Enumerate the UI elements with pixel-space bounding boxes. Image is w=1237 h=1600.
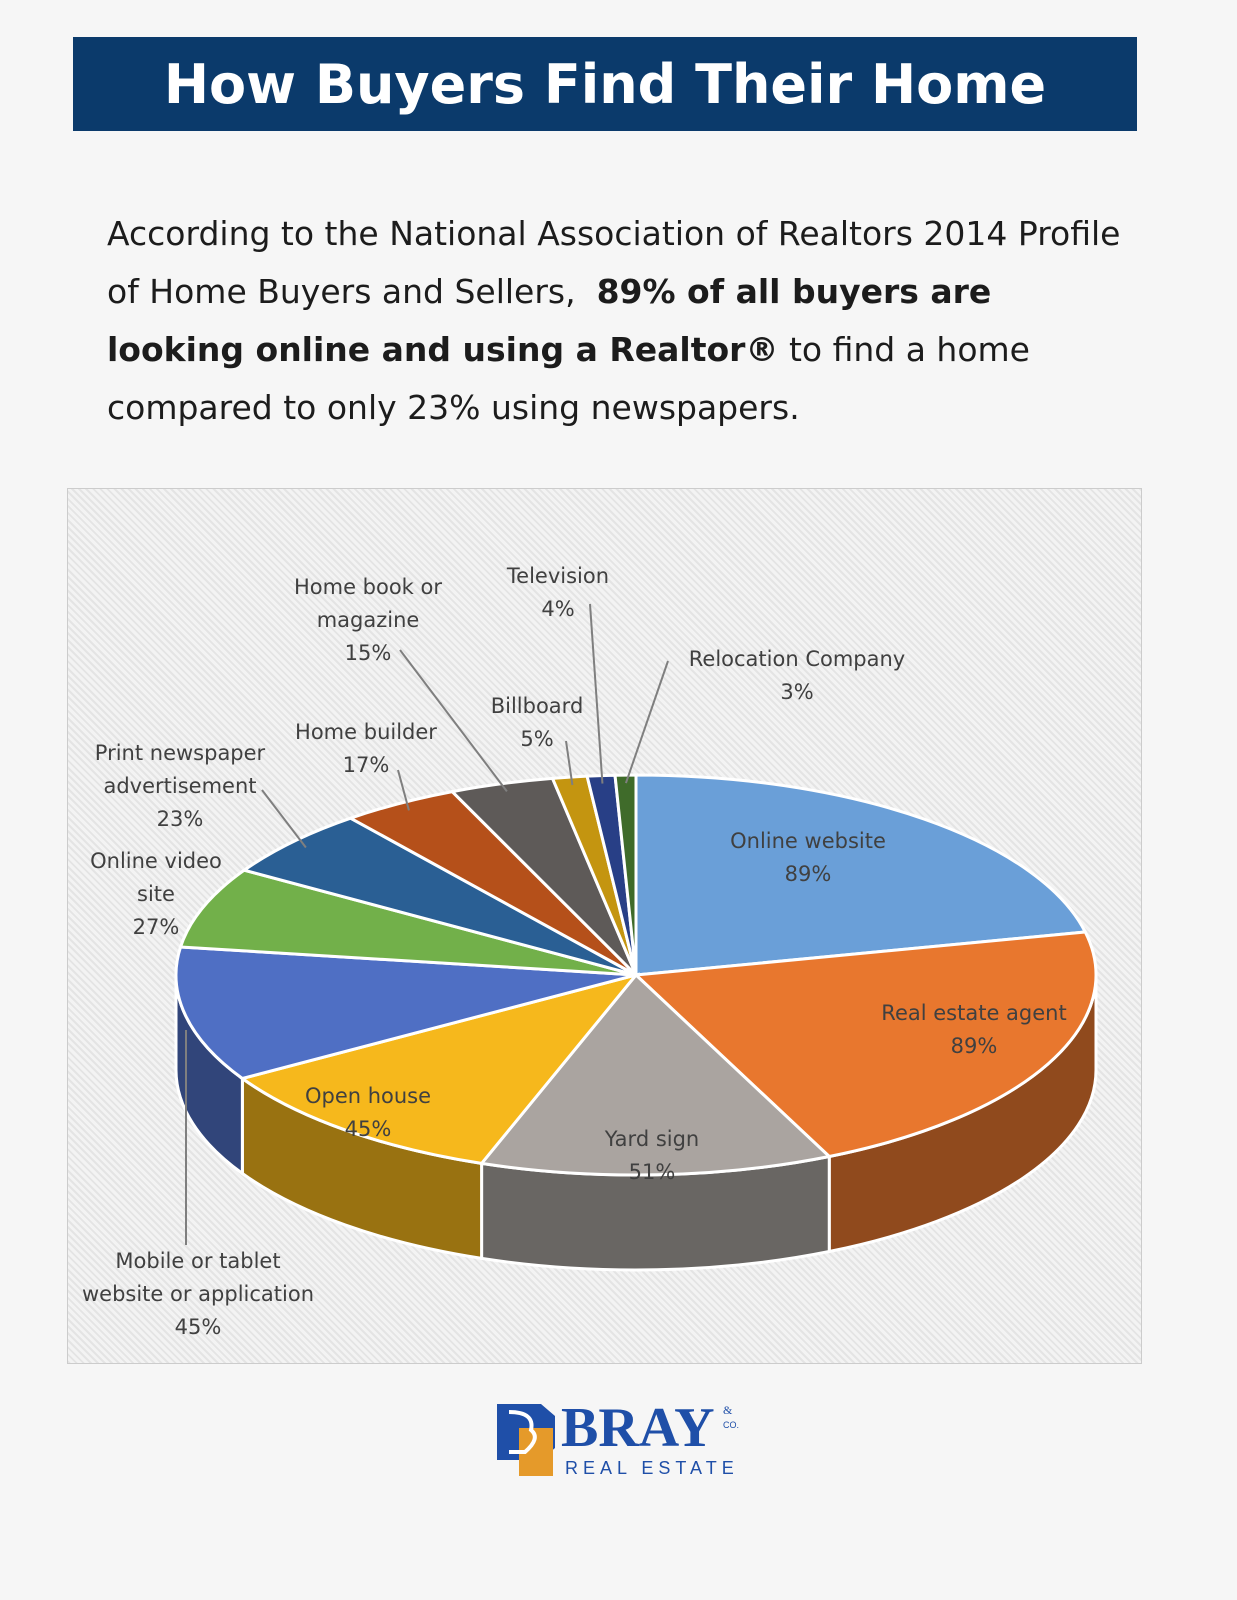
slice-label: Relocation Company 3%: [667, 643, 927, 709]
category-label: Billboard: [490, 694, 584, 718]
title: How Buyers Find Their Home: [163, 52, 1047, 116]
slice-label: Online website 89%: [678, 825, 938, 891]
title-bar: How Buyers Find Their Home: [73, 37, 1137, 131]
category-label: Mobile or tablet website or application: [81, 1249, 315, 1306]
leader-line: [565, 740, 574, 786]
slice-label: Mobile or tablet website or application 4…: [73, 1245, 323, 1344]
value-label: 89%: [950, 1034, 998, 1058]
logo-amp: &: [723, 1403, 733, 1417]
category-label: Television: [506, 564, 610, 588]
category-label: Relocation Company: [688, 647, 906, 671]
value-label: 45%: [174, 1315, 222, 1339]
category-label: Yard sign: [604, 1127, 700, 1151]
logo: BRAY & CO. REAL ESTATE: [497, 1398, 739, 1478]
category-label: Online website: [730, 829, 886, 853]
intro: According to the National Association of…: [107, 205, 1127, 437]
slice-label: Home book or magazine 15%: [281, 571, 456, 670]
slice: [178, 868, 637, 977]
value-label: 3%: [780, 680, 814, 704]
logo-mark-accent: [519, 1428, 553, 1476]
slice: [634, 773, 1088, 977]
category-label: Real estate agent: [881, 1001, 1067, 1025]
value-label: 45%: [344, 1117, 392, 1141]
logo-tagline: REAL ESTATE: [565, 1458, 739, 1478]
logo-mark-b: [508, 1410, 537, 1454]
leader-line: [397, 769, 410, 811]
slice: [478, 972, 833, 1177]
slice-label: Home builder 17%: [266, 716, 466, 782]
logo-co: CO.: [723, 1420, 739, 1430]
slice-label: Print newspaper advertisement 23%: [80, 737, 280, 836]
leader-line: [624, 660, 669, 784]
value-label: 23%: [156, 807, 204, 831]
value-label: 4%: [541, 597, 575, 621]
slice: [240, 816, 637, 977]
value-label: 27%: [132, 915, 180, 939]
category-label: Online video site: [90, 849, 222, 906]
leader-line: [589, 603, 604, 784]
slice: [613, 773, 638, 976]
slice-label: Billboard 5%: [472, 690, 602, 756]
slice-label: Open house 45%: [268, 1080, 468, 1146]
leader-line: [261, 789, 307, 849]
slice: [632, 930, 1098, 1159]
intro-highlight: 89% of all buyers are looking online and…: [107, 272, 992, 369]
slice: [174, 945, 637, 1081]
category-label: Home book or magazine: [293, 575, 443, 632]
slice-label: Yard sign 51%: [552, 1123, 752, 1189]
category-label: Print newspaper advertisement: [94, 741, 266, 798]
value-label: 17%: [342, 753, 390, 777]
value-label: 15%: [344, 641, 392, 665]
slice-label: Television 4%: [488, 560, 628, 626]
slice-label: Online video site 27%: [84, 845, 229, 944]
value-label: 89%: [784, 862, 832, 886]
leader-line: [399, 649, 508, 792]
value-label: 51%: [628, 1160, 676, 1184]
category-label: Open house: [304, 1084, 432, 1108]
value-label: 5%: [520, 727, 554, 751]
slice-label: Real estate agent 89%: [844, 997, 1104, 1063]
intro-tail: to find a home compared to only 23% usin…: [107, 330, 1030, 427]
logo-name: BRAY: [561, 1398, 715, 1459]
category-label: Home builder: [295, 720, 437, 744]
slice: [238, 972, 641, 1166]
intro-lead: According to the National Association of…: [107, 214, 1121, 311]
